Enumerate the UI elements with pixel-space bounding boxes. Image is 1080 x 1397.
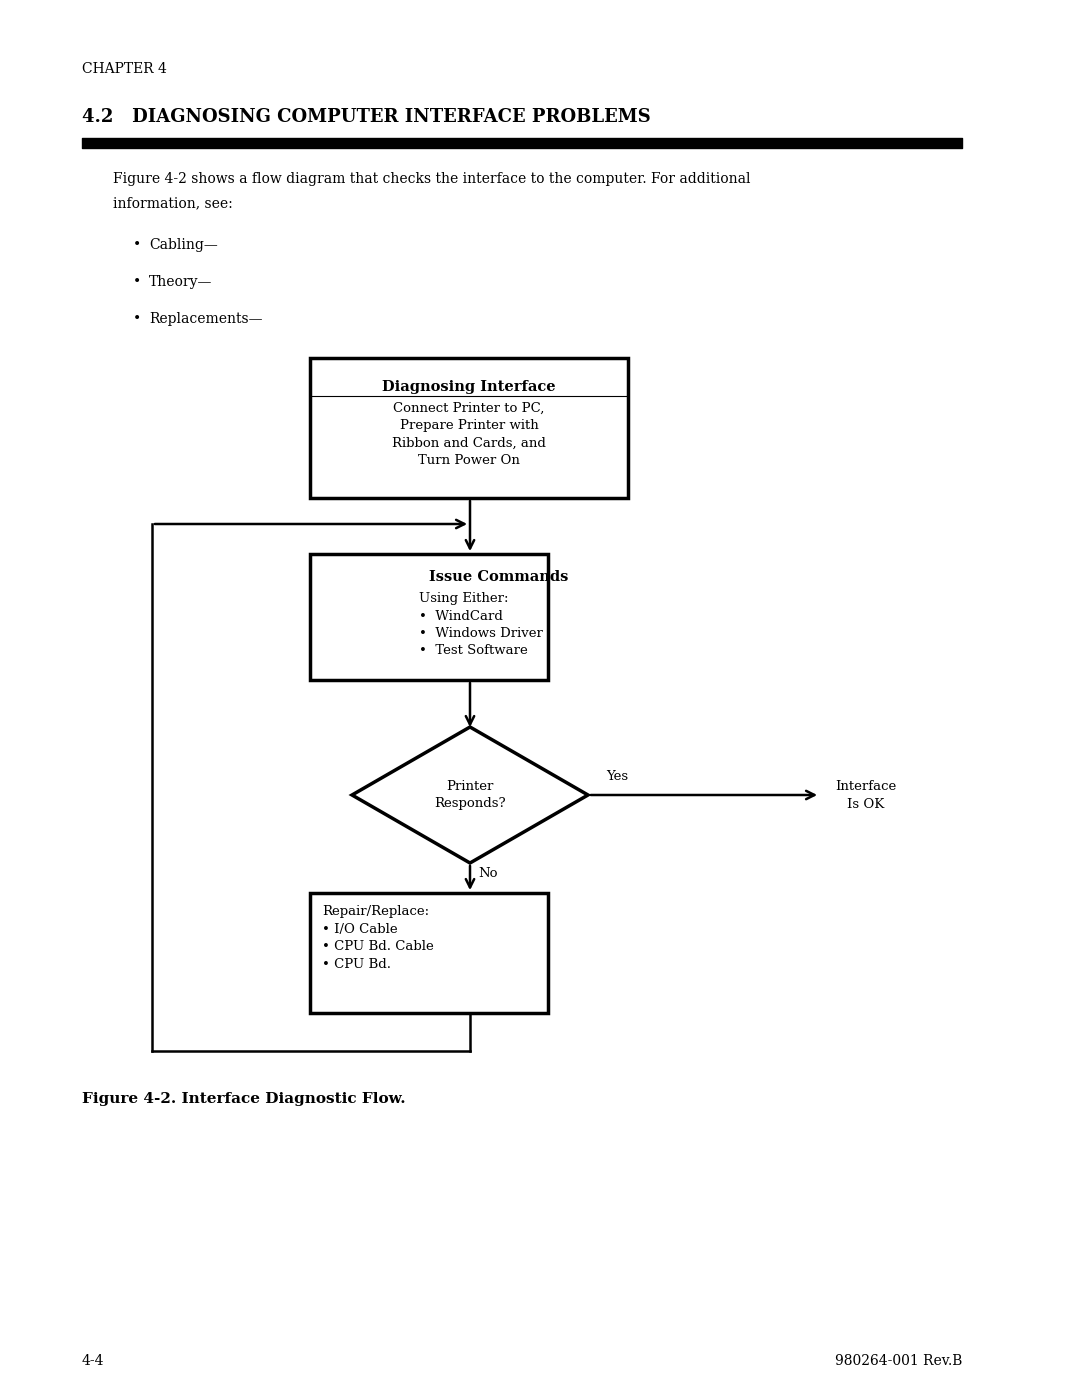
Text: No: No bbox=[478, 868, 498, 880]
Bar bbox=[310, 555, 548, 680]
Text: Figure 4-2 shows a flow diagram that checks the interface to the computer. For a: Figure 4-2 shows a flow diagram that che… bbox=[113, 172, 751, 186]
Bar bbox=[310, 358, 627, 497]
Text: Issue Commands: Issue Commands bbox=[429, 570, 568, 584]
Text: CHAPTER 4: CHAPTER 4 bbox=[82, 61, 167, 75]
Text: 980264-001 Rev.B: 980264-001 Rev.B bbox=[835, 1354, 962, 1368]
Text: Repair/Replace:
• I/O Cable
• CPU Bd. Cable
• CPU Bd.: Repair/Replace: • I/O Cable • CPU Bd. Ca… bbox=[322, 905, 434, 971]
Polygon shape bbox=[352, 726, 588, 863]
Text: Interface
Is OK: Interface Is OK bbox=[835, 780, 896, 810]
Text: Figure 4-2. Interface Diagnostic Flow.: Figure 4-2. Interface Diagnostic Flow. bbox=[82, 1092, 406, 1106]
Text: Theory—: Theory— bbox=[149, 275, 213, 289]
Text: •: • bbox=[133, 275, 141, 289]
Text: 4-4: 4-4 bbox=[82, 1354, 105, 1368]
Text: Yes: Yes bbox=[606, 770, 629, 782]
Text: •: • bbox=[133, 237, 141, 251]
Text: Cabling—: Cabling— bbox=[149, 237, 218, 251]
Text: Printer
Responds?: Printer Responds? bbox=[434, 780, 505, 810]
Text: information, see:: information, see: bbox=[113, 196, 233, 210]
Bar bbox=[310, 893, 548, 1013]
Text: •: • bbox=[133, 312, 141, 326]
Text: Replacements—: Replacements— bbox=[149, 312, 262, 326]
Text: Diagnosing Interface: Diagnosing Interface bbox=[382, 380, 556, 394]
Text: Connect Printer to PC,
Prepare Printer with
Ribbon and Cards, and
Turn Power On: Connect Printer to PC, Prepare Printer w… bbox=[392, 402, 545, 468]
Text: Using Either:
•  WindCard
•  Windows Driver
•  Test Software: Using Either: • WindCard • Windows Drive… bbox=[419, 592, 543, 658]
Text: 4.2   DIAGNOSING COMPUTER INTERFACE PROBLEMS: 4.2 DIAGNOSING COMPUTER INTERFACE PROBLE… bbox=[82, 108, 651, 126]
